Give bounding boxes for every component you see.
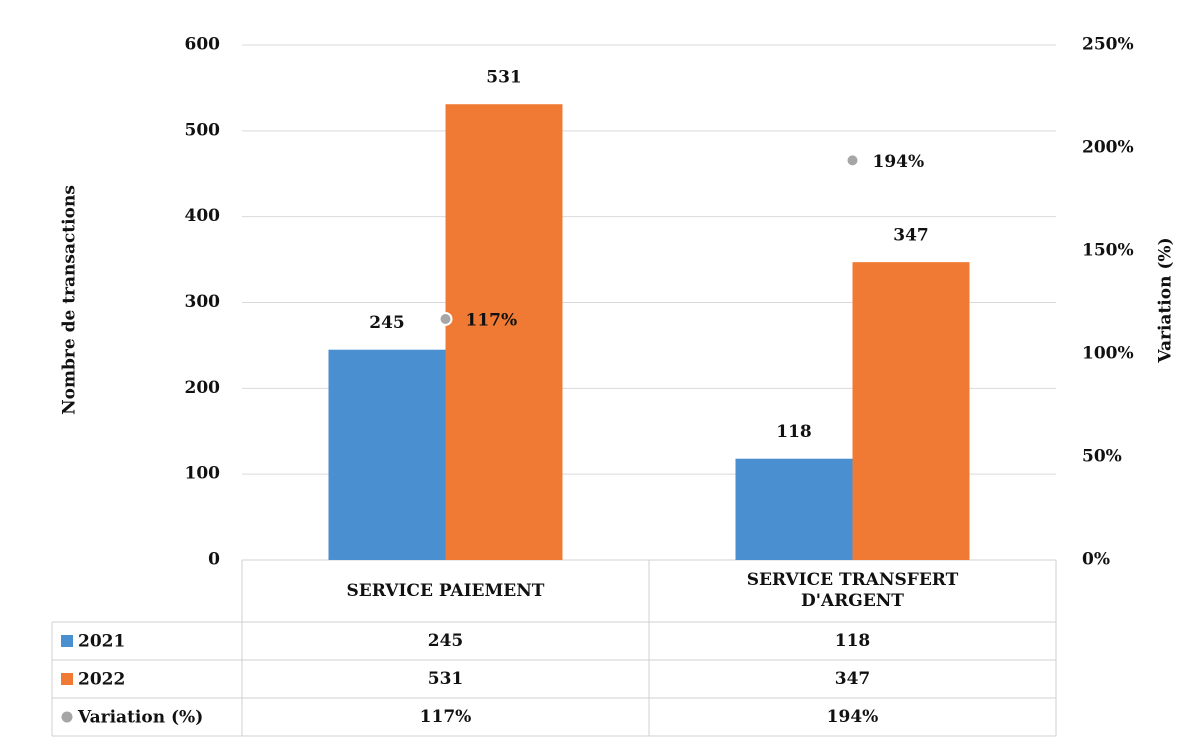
table-value: 531 xyxy=(427,668,464,689)
y2-tick-label: 200% xyxy=(1082,138,1134,158)
y2-tick-label: 250% xyxy=(1082,35,1134,55)
data-label: 347 xyxy=(893,226,929,246)
category-label: SERVICE PAIEMENT xyxy=(346,580,545,601)
data-label: 118 xyxy=(776,422,812,442)
legend-key xyxy=(60,710,74,724)
legend-label: 2022 xyxy=(78,670,125,690)
bar xyxy=(852,262,970,560)
table-value: 194% xyxy=(826,706,879,727)
bar xyxy=(735,458,853,560)
bar xyxy=(328,349,446,560)
y-tick-label: 200 xyxy=(185,378,221,398)
table-value: 118 xyxy=(834,630,871,651)
category-label: SERVICE TRANSFERT D'ARGENT xyxy=(746,570,959,611)
y2-tick-label: 150% xyxy=(1082,241,1134,261)
legend-key xyxy=(61,635,73,647)
legend-label: 2021 xyxy=(78,632,125,652)
data-label: 531 xyxy=(486,68,522,88)
y-tick-label: 500 xyxy=(185,120,221,140)
y-tick-label: 400 xyxy=(185,206,221,226)
data-label: 194% xyxy=(873,152,925,172)
bar xyxy=(445,104,563,560)
data-label: 117% xyxy=(466,310,518,330)
y-tick-label: 100 xyxy=(185,464,221,484)
y-tick-label: 300 xyxy=(185,292,221,312)
y-tick-label: 600 xyxy=(185,35,221,55)
variation-marker xyxy=(438,311,453,326)
table-value: 347 xyxy=(834,668,871,689)
y2-tick-label: 0% xyxy=(1082,550,1110,570)
data-label: 245 xyxy=(369,313,405,333)
y2-tick-label: 50% xyxy=(1082,447,1122,467)
y-axis-label: Nombre de transactions xyxy=(60,185,80,415)
legend-label: Variation (%) xyxy=(77,708,203,728)
y2-axis-label: Variation (%) xyxy=(1156,237,1176,363)
variation-marker xyxy=(845,153,860,168)
y-tick-label: 0 xyxy=(208,550,220,570)
y2-tick-label: 100% xyxy=(1082,344,1134,364)
table-value: 245 xyxy=(427,630,464,651)
table-value: 117% xyxy=(419,706,472,727)
legend-key xyxy=(61,673,73,685)
